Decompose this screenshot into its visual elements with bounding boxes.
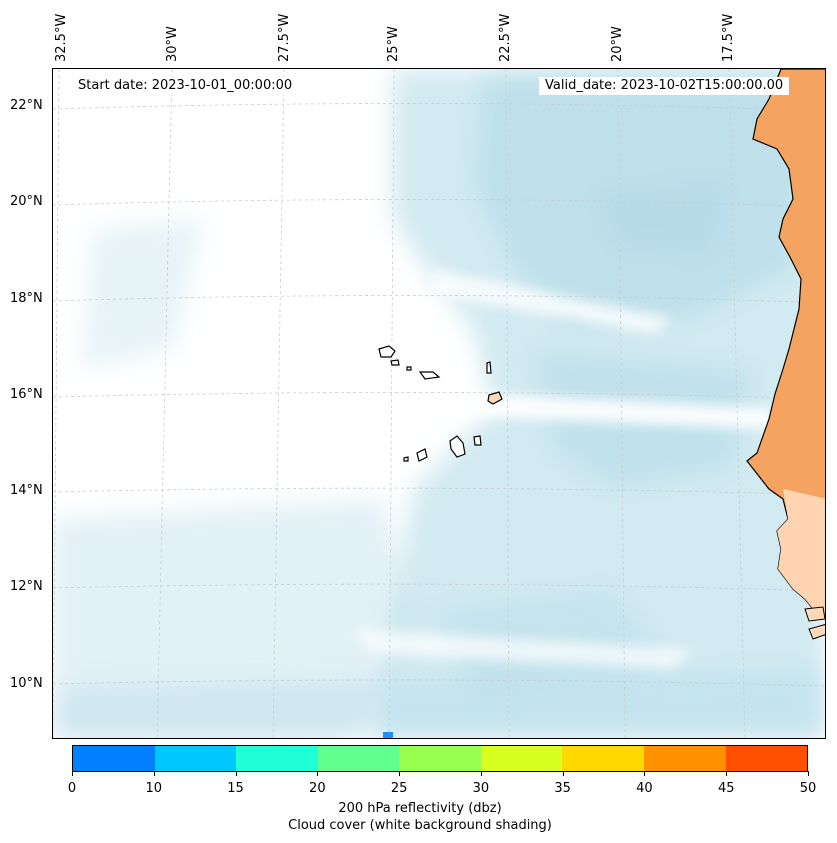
colorbar-tick <box>644 771 646 776</box>
lon-label-20w: 20°W <box>610 26 625 62</box>
colorbar-segment <box>73 746 155 771</box>
lat-label-14n: 14°N <box>10 483 43 498</box>
colorbar-tick <box>480 771 482 776</box>
colorbar-label-cloud-cover: Cloud cover (white background shading) <box>288 818 552 833</box>
colorbar-segment <box>399 746 481 771</box>
colorbar-tick-label: 45 <box>717 781 735 796</box>
start-date-label: Start date: 2023-10-01_00:00:00 <box>72 77 299 95</box>
cloud-cover-shading <box>53 69 825 738</box>
colorbar-segment <box>236 746 318 771</box>
lat-label-16n: 16°N <box>10 387 43 402</box>
colorbar-segment <box>480 746 563 771</box>
colorbar-tick <box>562 771 564 776</box>
colorbar-segment <box>643 746 726 771</box>
colorbar-segment <box>562 746 644 771</box>
colorbar-tick <box>153 771 155 776</box>
colorbar-tick <box>235 771 237 776</box>
graticule <box>53 69 825 738</box>
colorbar-tick-label: 10 <box>145 781 163 796</box>
lat-label-12n: 12°N <box>10 579 43 594</box>
cape-verde-islands <box>378 345 503 462</box>
colorbar-tick <box>72 771 73 776</box>
lon-label-22-5w: 22.5°W <box>498 13 513 62</box>
colorbar-tick <box>317 771 319 776</box>
colorbar-segment <box>317 746 400 771</box>
colorbar-tick-label: 0 <box>67 781 77 796</box>
colorbar-segment <box>154 746 237 771</box>
colorbar-tick-label: 20 <box>309 781 326 796</box>
colorbar-tick-label: 35 <box>554 781 571 796</box>
colorbar-tick-label: 40 <box>636 781 653 796</box>
colorbar-tick <box>399 771 401 776</box>
lat-label-22n: 22°N <box>10 98 43 113</box>
african-coast <box>746 69 825 640</box>
colorbar <box>72 745 808 772</box>
colorbar-tick-label: 25 <box>390 781 408 796</box>
colorbar-tick <box>808 771 809 776</box>
colorbar-label-reflectivity: 200 hPa reflectivity (dbz) <box>338 801 502 816</box>
map-panel[interactable] <box>52 68 826 739</box>
lat-label-20n: 20°N <box>10 194 43 209</box>
lon-label-30w: 30°W <box>165 26 180 62</box>
map-canvas <box>53 69 825 738</box>
lon-label-32-5w: 32.5°W <box>54 13 69 62</box>
lon-label-27-5w: 27.5°W <box>277 13 292 62</box>
colorbar-tick-label: 15 <box>227 781 244 796</box>
colorbar-tick-label: 30 <box>472 781 490 796</box>
colorbar-segment <box>725 746 808 771</box>
colorbar-tick <box>726 771 728 776</box>
reflectivity-echo <box>383 732 393 738</box>
lon-label-17-5w: 17.5°W <box>721 13 736 62</box>
lon-label-25w: 25°W <box>386 26 401 62</box>
lat-label-18n: 18°N <box>10 291 43 306</box>
colorbar-tick-label: 50 <box>799 781 817 796</box>
lat-label-10n: 10°N <box>10 676 43 691</box>
valid-date-label: Valid_date: 2023-10-02T15:00:00.00 <box>539 77 790 95</box>
